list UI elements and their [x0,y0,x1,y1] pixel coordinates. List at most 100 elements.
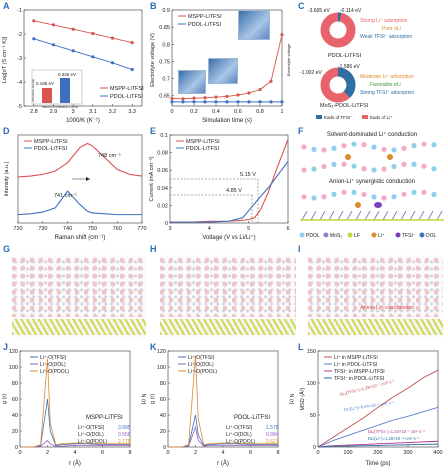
legend-swatch [396,233,401,238]
x-axis-label: Time (ps) [365,461,390,467]
mos2-lattice [302,211,307,220]
series-line [34,21,132,43]
x-tick-label: 0 [170,109,173,115]
pdol-bead [321,194,326,199]
data-point [181,100,184,103]
panel-label: E [150,126,156,136]
y-tick-label: -2 [17,32,22,38]
pdol-bead [421,190,426,195]
data-point [280,33,283,36]
x-tick-label: 0 [166,450,169,456]
pdol-bead [341,143,346,148]
y-tick-label: -4 [17,80,22,86]
y-axis-label: g (r) [2,394,8,404]
series-line [20,399,130,447]
data-point [203,96,206,99]
y-tick-label: 0 [163,445,166,451]
legend-label: MSPP-LiTFSI [34,139,68,145]
diffusion-label: DLi(TFSI⁻)=1.34×10⁻⁷ cm² s⁻¹ [368,429,425,434]
y-tick-label: 0.06 [157,168,168,174]
mos2-lattice [374,211,379,220]
cn-value: 0.558 [118,432,131,438]
x-tick-label: 5 [247,226,250,232]
mos2-lattice [410,211,415,220]
mos2-lattice [356,211,361,220]
y-tick-label: 0.1 [160,133,168,139]
x-tick-label: 0 [316,450,319,456]
peak-label: 741 cm⁻¹ [54,193,77,199]
x-tick-label: 4 [221,450,224,456]
panel-label: A [3,1,10,11]
data-point [280,100,283,103]
x-axis-label: Simulation time (s) [202,118,252,124]
md-snapshot [12,255,146,339]
series-line [168,355,278,447]
donut-value: -1.586 eV [338,64,360,70]
inset-value: 0.346 eV [58,72,76,77]
pdol-bead [311,147,316,152]
x-tick-label: 0 [18,450,21,456]
voltage-label: 4.85 V [226,188,242,194]
x-axis-label: 1000/K (K⁻¹) [66,118,100,124]
mos2-lattice [437,211,442,220]
x-tick-label: 100 [343,450,352,456]
y-tick-label: -3 [17,56,22,62]
inset-ylabel: Activation energy [31,78,35,102]
y-tick-label: 60 [160,397,166,403]
mos2-lattice [329,211,334,220]
pdol-bead [381,195,386,200]
y-tick-label: 100 [9,365,18,371]
pdol-bead [361,142,366,147]
pdol-bead [381,147,386,152]
legend-label: Li⁺-O(DOL) [188,362,214,368]
pdol-bead [431,166,436,171]
pdol-bead [421,141,426,146]
x-tick-label: 3.1 [89,109,97,115]
legend-label: Eads of Li⁺ [370,115,393,120]
y-tick-label: 80 [160,381,166,387]
md-snapshot [160,255,296,339]
voltage-label: 5.15 V [240,172,256,178]
panel-label: J [3,342,8,352]
mos2-lattice [428,211,433,220]
x-tick-label: 0.6 [234,109,242,115]
panel-label: C [298,1,305,11]
legend-label: Li⁺ in MSPP-LiTFSI [334,355,378,361]
pdol-bead [331,162,336,167]
cn-key: Li⁺-O(PDOL) [226,439,255,445]
data-point [192,100,195,103]
data-point [236,100,239,103]
legend-label: PDOL-LiTFSI [34,146,67,152]
tfsi-anion [374,202,382,208]
x-tick-label: 2 [194,450,197,456]
legend-label: PDOL-LiTFSI [110,94,143,100]
data-point [214,100,217,103]
y-tick-label: 20 [160,429,166,435]
y-axis-label: Log[σT (S cm⁻¹ K)] [2,36,8,83]
diffusion-label: DLi(Li⁺)=6.44×10⁻⁸ cm² s⁻¹ [343,400,395,412]
panel-label: D [3,126,10,136]
x-tick-label: 300 [403,450,412,456]
series-line [18,191,142,214]
y-tick-label: 120 [9,349,18,355]
legend-label: Li⁺ in PDOL-LiTFSI [334,362,377,368]
data-point [236,93,239,96]
x-tick-label: 0.4 [212,109,220,115]
pdol-bead [431,142,436,147]
pdol-bead [421,164,426,169]
y-tick-label: 0.85 [159,25,170,31]
inset-bar [42,88,52,103]
pdol-bead [321,147,326,152]
x-tick-label: 3 [168,226,171,232]
panel-label: I [298,244,301,254]
legend-label: Li⁺-O(PDOL) [40,369,69,375]
series-line [318,407,438,447]
